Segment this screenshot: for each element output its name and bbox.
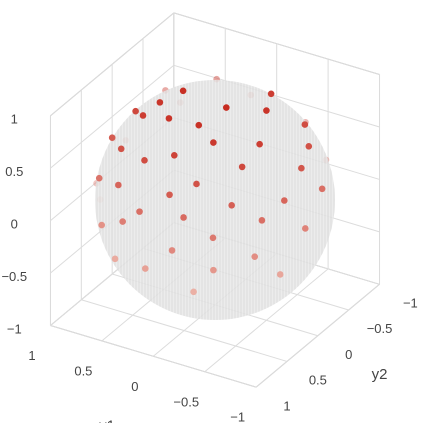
- y-tick-label: −1: [403, 295, 418, 310]
- data-point: [238, 163, 246, 171]
- data-point: [156, 99, 164, 106]
- data-point: [179, 87, 187, 95]
- grid-line: [173, 64, 380, 128]
- data-point: [210, 139, 217, 146]
- data-point: [132, 107, 139, 115]
- y-tick-label: −0.5: [367, 321, 393, 336]
- grid-line: [50, 12, 175, 117]
- data-point: [305, 143, 313, 150]
- y-tick-label: 0: [345, 347, 352, 362]
- data-point: [193, 180, 200, 188]
- z-tick-label: 0: [11, 217, 18, 232]
- x-tick-label: 0: [131, 379, 138, 394]
- data-point: [180, 214, 187, 221]
- x-tick-label: 1: [28, 348, 35, 363]
- z-tick-label: 1: [11, 112, 18, 127]
- data-point: [276, 271, 284, 278]
- grid-line: [50, 64, 175, 169]
- data-point: [223, 104, 230, 111]
- z-tick-label: −0.5: [1, 269, 27, 284]
- data-point: [263, 107, 270, 114]
- data-point: [301, 225, 309, 232]
- data-point: [298, 164, 305, 172]
- data-point: [166, 191, 173, 199]
- grid-line: [173, 12, 380, 76]
- data-point: [267, 90, 275, 98]
- data-point: [301, 121, 309, 128]
- x-tick-label: 0.5: [74, 363, 92, 378]
- data-point: [111, 255, 119, 263]
- grid-line: [81, 299, 288, 362]
- data-point: [95, 174, 103, 182]
- data-point: [281, 197, 288, 204]
- data-point: [210, 266, 217, 274]
- axis-labels: −1−0.500.51−1−0.500.51−1−0.500.51y1y2y3: [1, 112, 418, 423]
- data-point: [136, 208, 143, 215]
- z-tick-label: −1: [7, 321, 22, 336]
- grid-line: [50, 324, 257, 388]
- data-point: [195, 121, 203, 129]
- data-point: [228, 202, 235, 209]
- data-point: [115, 181, 122, 189]
- data-point: [318, 185, 326, 193]
- data-point: [141, 157, 148, 164]
- data-point: [256, 140, 263, 148]
- data-point: [170, 151, 178, 159]
- data-point: [108, 134, 116, 141]
- y-tick-label: 0.5: [309, 373, 327, 388]
- data-point: [251, 253, 259, 260]
- data-point: [141, 265, 149, 272]
- data-point: [139, 112, 147, 119]
- x-axis-title: y1: [99, 417, 115, 423]
- data-point: [165, 115, 173, 122]
- front-points: [95, 87, 326, 296]
- data-point: [119, 218, 126, 225]
- x-tick-label: −1: [230, 410, 245, 423]
- data-point: [98, 221, 105, 229]
- z-tick-label: 0.5: [5, 164, 23, 179]
- y-tick-label: 1: [283, 398, 290, 413]
- data-point: [168, 247, 176, 254]
- data-point: [117, 145, 125, 153]
- x-tick-label: −0.5: [173, 394, 199, 409]
- sphere-surface: [95, 80, 335, 320]
- data-point: [209, 234, 217, 242]
- y-axis-title: y2: [372, 366, 388, 383]
- data-point: [258, 217, 266, 224]
- data-point: [190, 288, 197, 296]
